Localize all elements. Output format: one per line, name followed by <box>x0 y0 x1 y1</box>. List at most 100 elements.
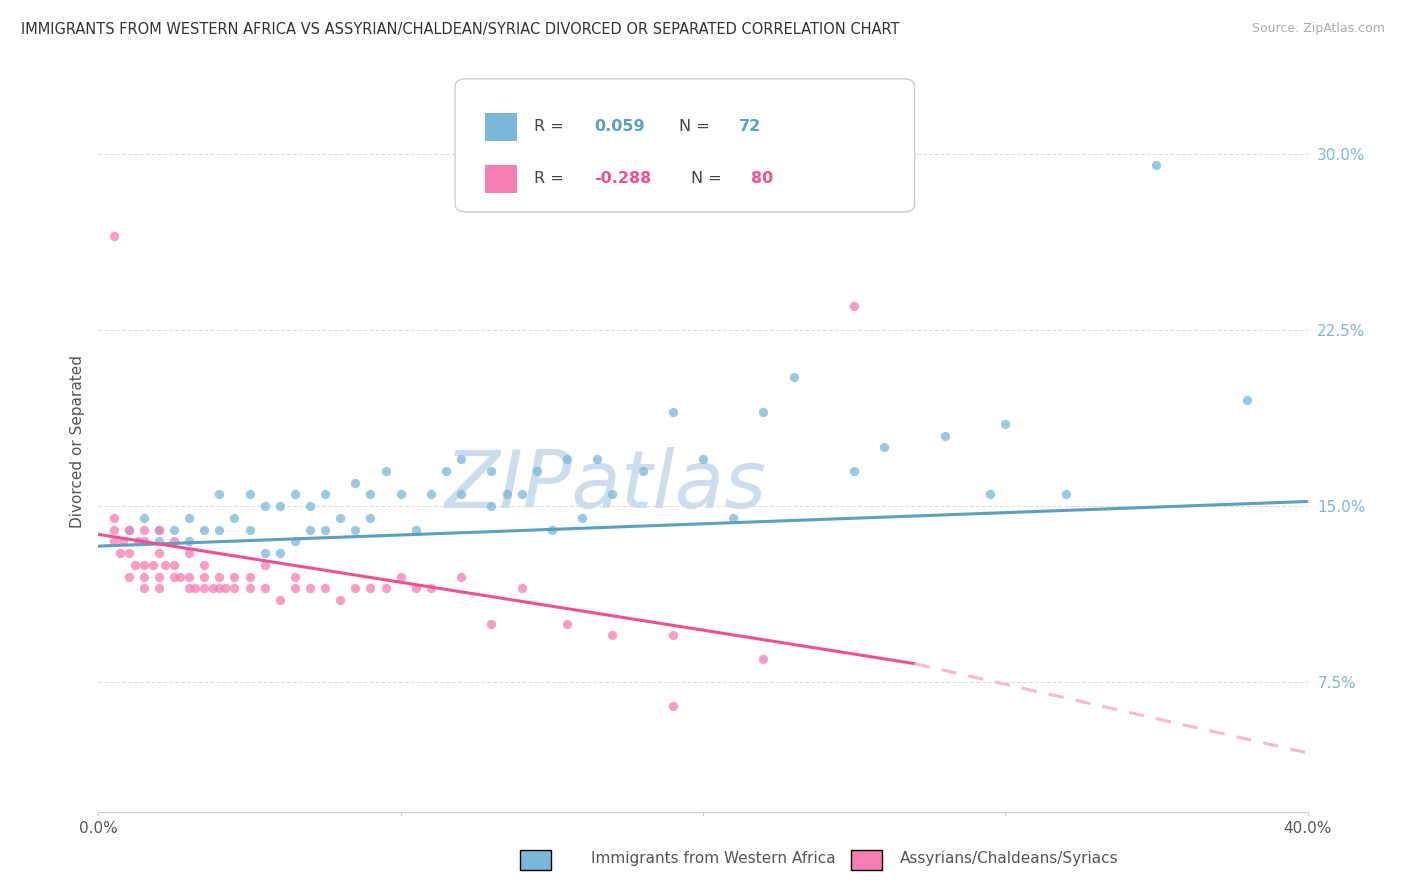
Point <box>540 523 562 537</box>
Point <box>374 464 396 478</box>
Point <box>661 628 683 642</box>
Point <box>148 570 170 584</box>
Text: ZIPatlas: ZIPatlas <box>446 447 768 525</box>
Point <box>481 464 503 478</box>
Point <box>692 452 714 467</box>
Point <box>360 582 382 596</box>
Point <box>118 570 141 584</box>
Point <box>979 487 1001 501</box>
Point <box>193 558 215 572</box>
Point <box>752 405 775 419</box>
Point <box>132 534 155 549</box>
FancyBboxPatch shape <box>485 165 517 193</box>
Point <box>344 475 367 490</box>
Text: -0.288: -0.288 <box>595 171 651 186</box>
Point <box>844 464 866 478</box>
Point <box>299 523 322 537</box>
Point <box>148 582 170 596</box>
Point <box>661 405 683 419</box>
Point <box>526 464 548 478</box>
Point <box>208 487 231 501</box>
Point <box>434 464 457 478</box>
Point <box>374 582 396 596</box>
Point <box>299 582 322 596</box>
Point <box>344 523 367 537</box>
Point <box>783 370 806 384</box>
Point <box>184 582 207 596</box>
FancyBboxPatch shape <box>456 78 915 212</box>
Point <box>239 487 262 501</box>
Point <box>555 452 578 467</box>
Text: 72: 72 <box>740 120 762 135</box>
Point <box>1054 487 1077 501</box>
Text: IMMIGRANTS FROM WESTERN AFRICA VS ASSYRIAN/CHALDEAN/SYRIAC DIVORCED OR SEPARATED: IMMIGRANTS FROM WESTERN AFRICA VS ASSYRI… <box>21 22 900 37</box>
Point <box>179 534 201 549</box>
Point <box>148 523 170 537</box>
Point <box>253 558 276 572</box>
Point <box>118 523 141 537</box>
Text: N =: N = <box>690 171 727 186</box>
Point <box>253 499 276 513</box>
Text: 0.059: 0.059 <box>595 120 645 135</box>
Point <box>118 546 141 560</box>
Point <box>163 570 186 584</box>
Point <box>586 452 609 467</box>
Point <box>299 499 322 513</box>
Point <box>163 534 186 549</box>
Point <box>602 487 624 501</box>
Point <box>193 570 215 584</box>
Point <box>269 546 291 560</box>
Point <box>179 570 201 584</box>
Point <box>118 523 141 537</box>
Point <box>389 570 412 584</box>
Point <box>124 558 146 572</box>
Point <box>420 582 443 596</box>
Point <box>148 534 170 549</box>
Point <box>360 511 382 525</box>
Point <box>193 523 215 537</box>
Point <box>873 441 896 455</box>
Text: Source: ZipAtlas.com: Source: ZipAtlas.com <box>1251 22 1385 36</box>
Text: R =: R = <box>534 171 568 186</box>
Point <box>193 582 215 596</box>
Point <box>284 570 307 584</box>
Point <box>239 570 262 584</box>
Point <box>631 464 654 478</box>
Point <box>329 593 352 607</box>
Text: Immigrants from Western Africa: Immigrants from Western Africa <box>591 851 835 865</box>
Point <box>208 570 231 584</box>
Point <box>108 546 131 560</box>
Point <box>344 582 367 596</box>
Point <box>132 570 155 584</box>
Point <box>314 582 336 596</box>
Point <box>284 582 307 596</box>
Point <box>208 523 231 537</box>
Point <box>329 511 352 525</box>
Text: R =: R = <box>534 120 568 135</box>
Point <box>132 582 155 596</box>
Point <box>510 582 533 596</box>
Point <box>239 582 262 596</box>
Point <box>495 487 517 501</box>
Point <box>723 511 745 525</box>
Point <box>752 652 775 666</box>
Point <box>132 511 155 525</box>
Point <box>224 570 246 584</box>
Point <box>405 582 427 596</box>
Point <box>934 428 956 442</box>
Y-axis label: Divorced or Separated: Divorced or Separated <box>69 355 84 528</box>
Point <box>127 534 149 549</box>
Point <box>169 570 191 584</box>
Point <box>208 582 231 596</box>
Point <box>269 593 291 607</box>
Text: N =: N = <box>679 120 714 135</box>
Point <box>148 523 170 537</box>
Point <box>284 487 307 501</box>
Point <box>284 534 307 549</box>
Point <box>405 523 427 537</box>
Point <box>450 570 472 584</box>
Point <box>103 228 125 243</box>
Point <box>224 511 246 525</box>
Point <box>202 582 225 596</box>
Point <box>103 534 125 549</box>
